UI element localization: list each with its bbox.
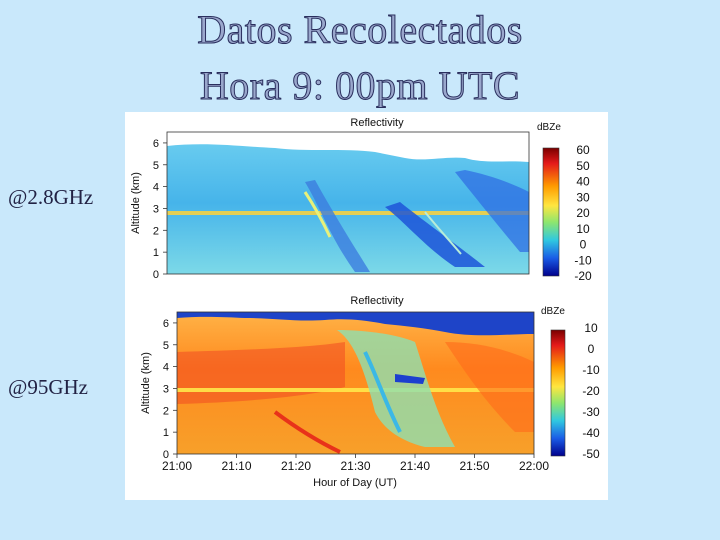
panel-top-title: Reflectivity — [350, 117, 404, 129]
top-ytick-label: 0 — [153, 269, 159, 281]
top-ytick-label: 6 — [153, 138, 159, 150]
slide-title-line1: Datos Recolectados — [197, 7, 523, 52]
bottom-ytick-label: 4 — [163, 362, 169, 374]
panel-bottom-y-axis: 0 1 2 3 4 5 6 — [163, 318, 177, 461]
panel-bottom-streak-3 — [273, 410, 341, 454]
bottom-xtick-label: 21:40 — [400, 459, 430, 473]
panel-bottom-bright-band — [177, 388, 534, 392]
panel-bottom-streak-1 — [363, 351, 402, 433]
bottom-colorbar-tick: 0 — [588, 342, 595, 356]
bottom-ytick-label: 1 — [163, 427, 169, 439]
bottom-colorbar-tick: -40 — [582, 426, 600, 440]
bottom-xtick-label: 22:00 — [519, 459, 549, 473]
panel-bottom-x-axis: 21:00 21:10 21:20 21:30 21:40 21:50 22:00 — [162, 454, 549, 473]
panel-bottom-colorbar-label: dBZe — [541, 306, 565, 317]
top-colorbar-tick: 60 — [576, 143, 590, 157]
top-colorbar-tick: -20 — [574, 269, 592, 283]
top-colorbar-tick: 40 — [576, 175, 590, 189]
panel-bottom-title: Reflectivity — [350, 295, 404, 307]
panel-bottom-colorbar-ticks: 10 0 -10 -20 -30 -40 -50 — [582, 321, 600, 461]
panel-top-streak-2 — [385, 202, 485, 267]
bottom-ytick-label: 2 — [163, 405, 169, 417]
panel-bottom-clear-sky — [177, 312, 534, 336]
label-95ghz: @95GHz — [8, 375, 88, 399]
bottom-xtick-label: 21:20 — [281, 459, 311, 473]
panel-top-streak-1 — [305, 180, 370, 272]
panel-top-frame — [166, 131, 530, 275]
top-colorbar-tick: 0 — [580, 238, 587, 252]
panel-top-streak-5 — [424, 211, 462, 255]
bottom-colorbar-tick: 10 — [584, 321, 598, 335]
bottom-colorbar-tick: -10 — [582, 363, 600, 377]
bottom-ytick-label: 3 — [163, 383, 169, 395]
panel-top-y-axis: 0 1 2 3 4 5 6 — [153, 138, 167, 281]
bottom-ytick-label: 5 — [163, 340, 169, 352]
panel-bottom-colorbar — [550, 329, 566, 457]
bottom-xtick-label: 21:00 — [162, 459, 192, 473]
top-ytick-label: 2 — [153, 225, 159, 237]
bottom-colorbar-tick: -30 — [582, 405, 600, 419]
bottom-ytick-label: 6 — [163, 318, 169, 330]
label-2-8ghz: @2.8GHz — [8, 185, 94, 209]
panel-top-streak-3 — [455, 170, 529, 252]
bottom-colorbar-tick: -20 — [582, 384, 600, 398]
panel-bottom-ylabel: Altitude (km) — [140, 352, 152, 414]
panel-bottom-xlabel: Hour of Day (UT) — [313, 477, 397, 489]
panel-top-ylabel: Altitude (km) — [130, 172, 142, 234]
bottom-xtick-label: 21:50 — [459, 459, 489, 473]
bottom-xtick-label: 21:10 — [221, 459, 251, 473]
panel-bottom: Reflectivity 0 1 2 3 4 5 6 Altitude (km) 21:00… — [140, 295, 600, 489]
panel-top-clear-sky — [167, 132, 529, 162]
top-colorbar-tick: 50 — [576, 159, 590, 173]
panel-bottom-streak-2 — [445, 342, 534, 432]
panel-top-colorbar — [542, 147, 560, 277]
top-ytick-label: 4 — [153, 182, 159, 194]
bottom-xtick-label: 21:30 — [340, 459, 370, 473]
top-ytick-label: 1 — [153, 247, 159, 259]
panel-bottom-blue-spot — [395, 374, 425, 384]
bottom-ytick-label: 0 — [163, 449, 169, 461]
top-colorbar-tick: 30 — [576, 190, 590, 204]
top-ytick-label: 3 — [153, 203, 159, 215]
bottom-colorbar-tick: -50 — [582, 447, 600, 461]
top-ytick-label: 5 — [153, 160, 159, 172]
top-colorbar-tick: 10 — [576, 222, 590, 236]
panel-top-streak-4 — [303, 191, 332, 238]
top-colorbar-tick: -10 — [574, 253, 592, 267]
panel-top-bright-band — [167, 211, 529, 215]
slide-title-line2: Hora 9: 00pm UTC — [199, 63, 521, 108]
panel-top-colorbar-label: dBZe — [537, 122, 561, 133]
top-colorbar-tick: 20 — [576, 206, 590, 220]
